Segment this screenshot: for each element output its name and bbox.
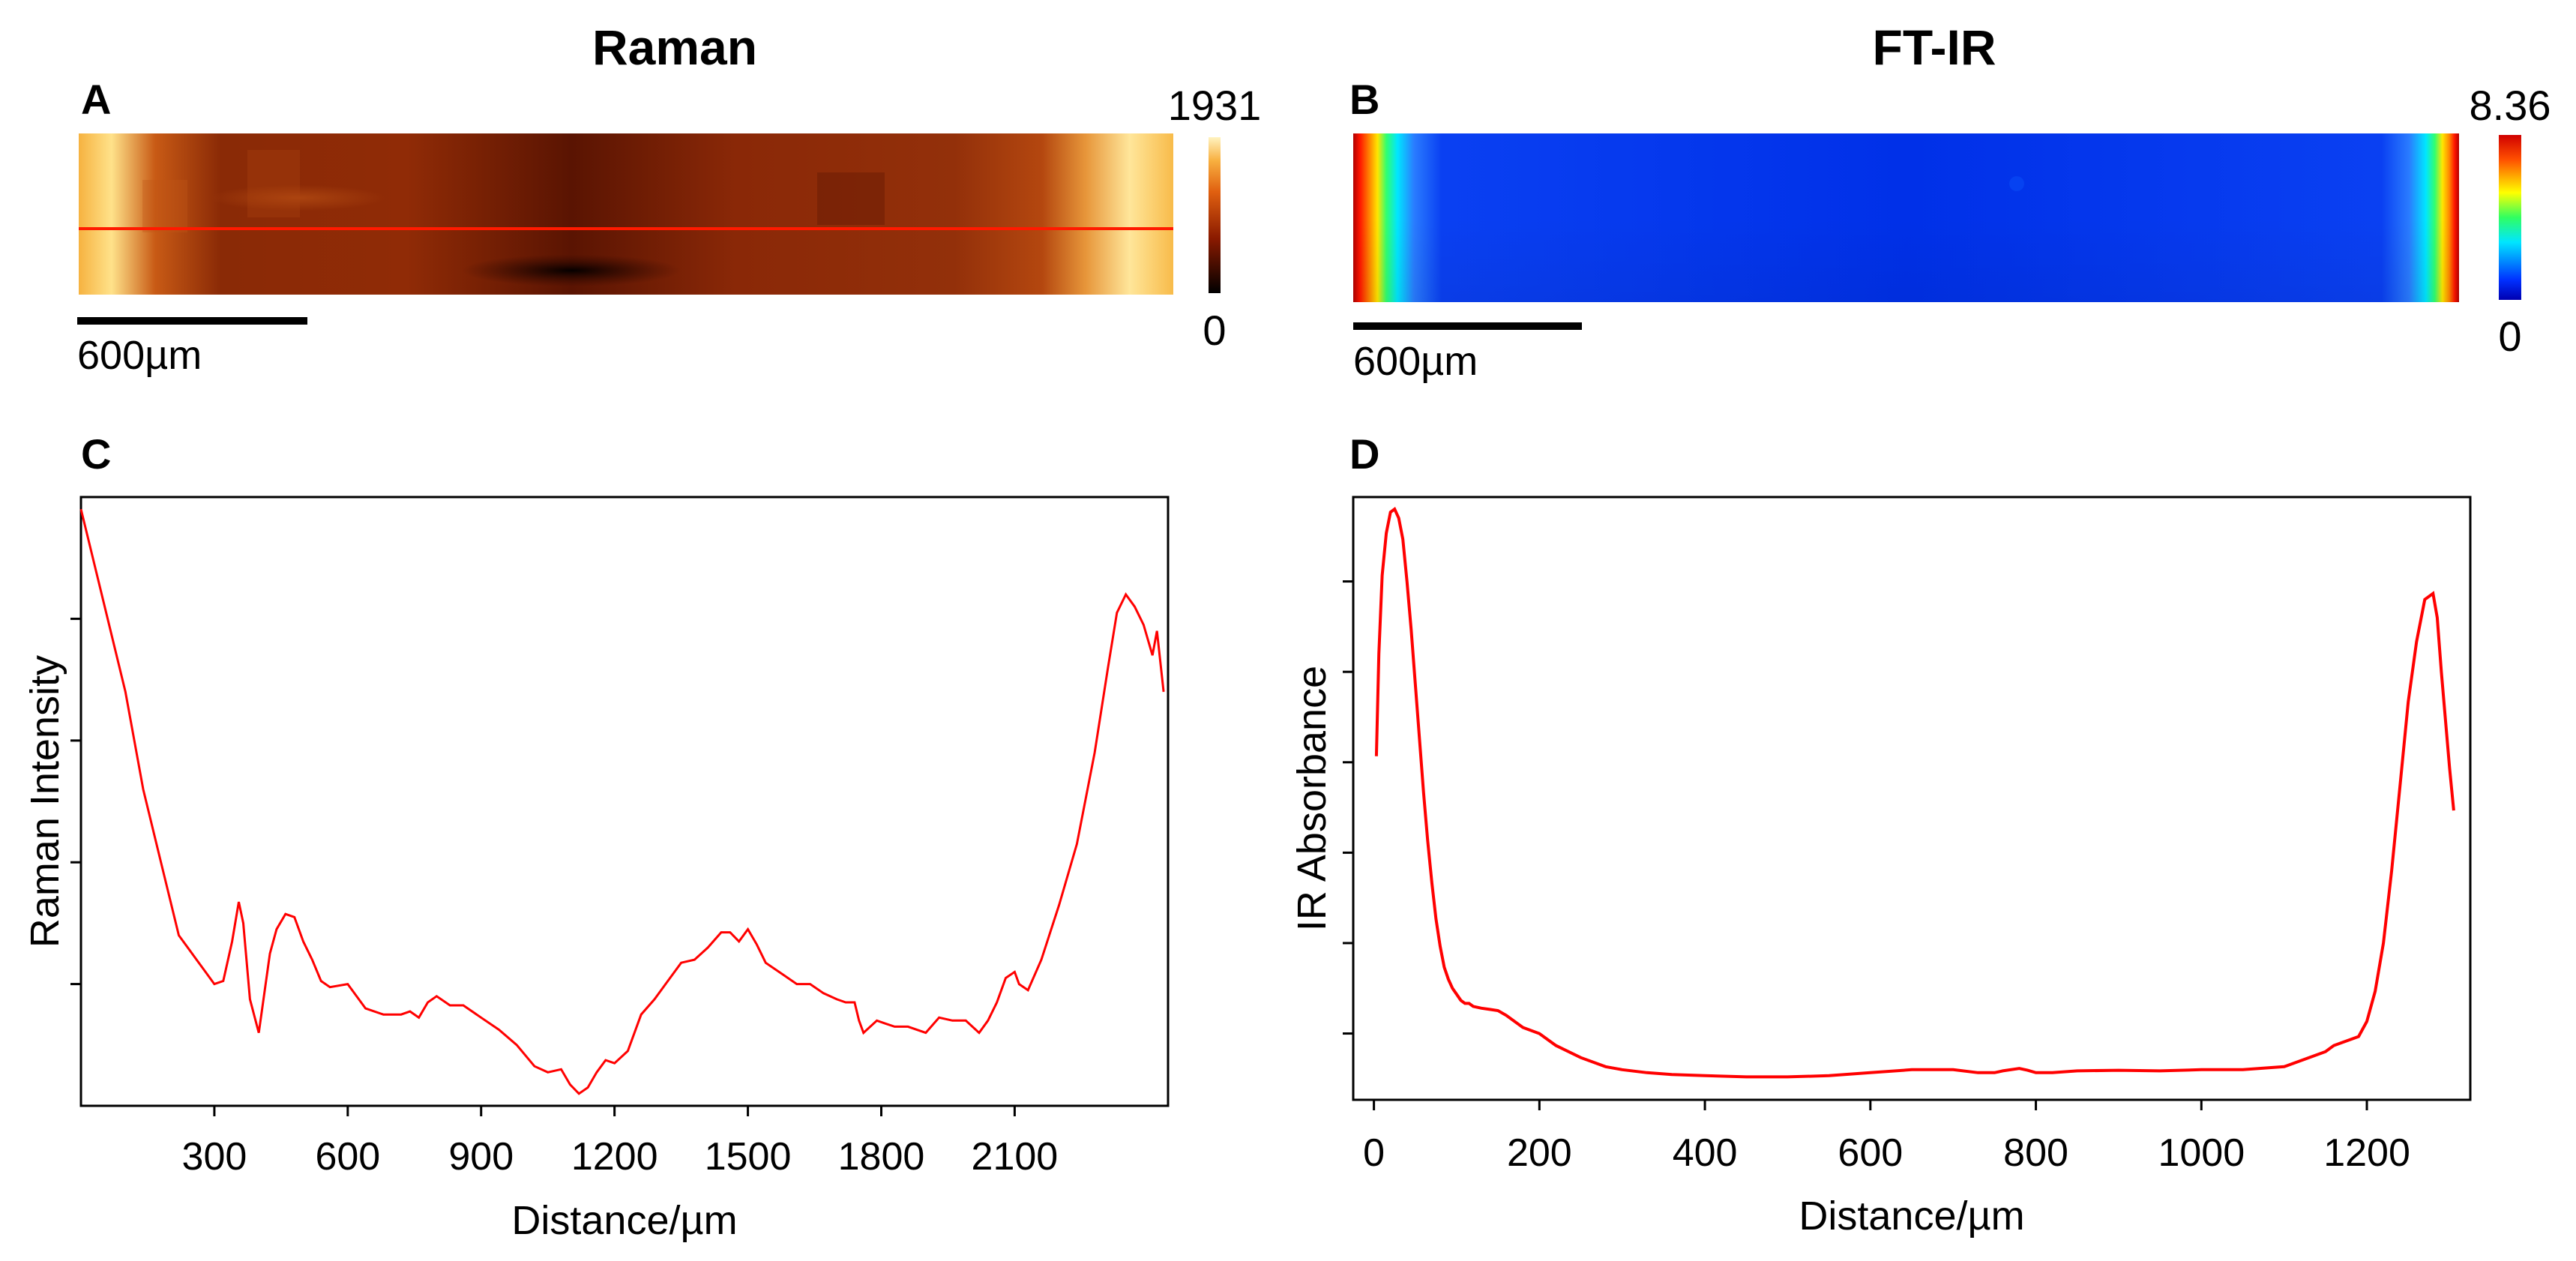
chart-c-xtick-label: 300 [182,1135,247,1179]
chart-c-xtick-label: 1200 [571,1135,658,1179]
ftir-title: FT-IR [1873,19,1996,75]
raman-colorbar-min: 0 [1203,307,1226,354]
chart-d-xtick-label: 0 [1363,1131,1385,1175]
chart-c-frame [79,496,1170,1107]
chart-d-xtick-label: 1200 [2323,1131,2410,1175]
panel-a-letter: A [81,76,111,123]
chart-d-xtick-label: 600 [1838,1131,1903,1175]
chart-c-xtick-label: 1800 [838,1135,925,1179]
raman-colorbar: 1931 0 [1168,82,1262,354]
ftir-colorbar-min: 0 [2498,313,2521,360]
chart-d-xtick-label: 400 [1673,1131,1738,1175]
chart-d-xtick-label: 200 [1507,1131,1572,1175]
raman-colorbar-max: 1931 [1168,82,1262,129]
chart-d-series-line [1374,507,2455,1079]
chart-d-yticks [1343,580,1353,1035]
chart-d-ylabel: IR Absorbance [1289,666,1334,931]
raman-scalebar: 600µm [77,317,307,378]
panel-d-letter: D [1349,430,1379,478]
chart-c-xtick-label: 1500 [705,1135,792,1179]
raman-colorbar-gradient [1209,137,1221,293]
chart-d: D 0 200 400 600 800 1000 1200 Distance/µm IR A… [1289,430,2472,1239]
chart-d-xtick-label: 1000 [2158,1131,2245,1175]
chart-c-yticks [70,617,81,986]
panel-b: B FT-IR 8.36 0 600µm [1349,19,2551,384]
chart-c-xtick-label: 2100 [972,1135,1059,1179]
chart-c-xticks: 300 600 900 1200 1500 1800 2100 [182,1106,1059,1179]
ftir-colorbar-max: 8.36 [2470,82,2551,129]
raman-scalebar-label: 600µm [77,333,202,378]
raman-map-image [79,133,1173,295]
panel-b-letter: B [1349,76,1379,123]
ftir-scalebar-label: 600µm [1353,339,1478,384]
chart-c-series-line [79,508,1165,1095]
ftir-scalebar-line [1353,322,1582,330]
panel-a: A Raman 1931 0 600µm [77,19,1261,378]
ftir-colorbar: 8.36 0 [2470,82,2551,360]
chart-c: C 300 600 900 1200 1500 1800 2100 Distance/µm … [22,430,1170,1243]
panel-c-letter: C [81,430,111,478]
chart-c-ylabel: Raman Intensity [22,655,67,948]
ftir-scalebar: 600µm [1353,322,1582,384]
chart-d-xtick-label: 800 [2003,1131,2068,1175]
raman-title: Raman [592,19,757,75]
chart-c-xtick-label: 600 [315,1135,380,1179]
ftir-map-image [1353,133,2459,302]
chart-d-xticks: 0 200 400 600 800 1000 1200 [1363,1100,2410,1175]
chart-c-xtick-label: 900 [448,1135,514,1179]
chart-d-frame [1352,496,2472,1101]
ftir-colorbar-gradient [2499,135,2521,300]
raman-scalebar-line [77,317,307,325]
chart-d-xlabel: Distance/µm [1799,1194,2024,1239]
chart-c-xlabel: Distance/µm [511,1198,737,1243]
